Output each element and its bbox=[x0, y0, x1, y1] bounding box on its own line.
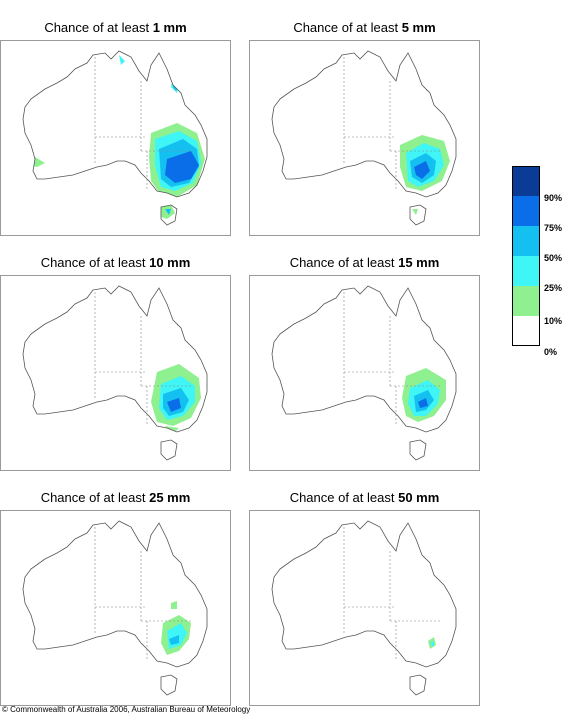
rain-probability-area bbox=[119, 55, 125, 65]
panel-title: Chance of at least 5 mm bbox=[293, 20, 436, 35]
legend-label-25: 25% bbox=[544, 283, 563, 293]
rainfall-areas bbox=[428, 637, 436, 649]
rain-probability-area bbox=[412, 209, 418, 215]
legend-swatch-25 bbox=[512, 256, 540, 286]
panel-25mm: Chance of at least 25 mm bbox=[0, 486, 231, 706]
australia-map bbox=[0, 40, 231, 236]
legend-swatch-0 bbox=[512, 316, 540, 346]
map-svg bbox=[271, 285, 457, 461]
legend-label-0: 0% bbox=[544, 347, 558, 357]
map-svg bbox=[22, 50, 208, 226]
panel-10mm: Chance of at least 10 mm bbox=[0, 251, 231, 471]
legend-swatch-75 bbox=[512, 196, 540, 226]
rain-probability-area bbox=[165, 151, 199, 183]
tasmania-coastline bbox=[409, 674, 427, 696]
tasmania-coastline bbox=[409, 439, 427, 461]
rainfall-areas bbox=[161, 601, 191, 655]
legend-swatch-10 bbox=[512, 286, 540, 316]
legend-label-90: 90% bbox=[544, 193, 563, 203]
panel-title: Chance of at least 1 mm bbox=[44, 20, 187, 35]
rain-probability-area bbox=[430, 641, 434, 647]
rain-probability-area bbox=[418, 398, 428, 408]
legend-label-75: 75% bbox=[544, 223, 563, 233]
panel-title: Chance of at least 50 mm bbox=[289, 490, 440, 505]
map-svg bbox=[22, 285, 208, 461]
coastline bbox=[271, 520, 457, 668]
australia-map bbox=[249, 510, 480, 706]
tasmania-coastline bbox=[160, 439, 178, 461]
australia-map bbox=[0, 275, 231, 471]
rainfall-areas bbox=[151, 316, 201, 434]
map-svg bbox=[271, 50, 457, 226]
panel-5mm: Chance of at least 5 mm bbox=[249, 16, 480, 236]
rain-probability-area bbox=[169, 635, 179, 645]
probability-legend: 90% 75% 50% 25% 10% 0% bbox=[512, 166, 570, 357]
panel-title: Chance of at least 25 mm bbox=[40, 490, 191, 505]
rain-probability-area bbox=[276, 159, 282, 165]
coastline bbox=[271, 285, 457, 433]
legend-label-10: 10% bbox=[544, 316, 563, 326]
legend-label-50: 50% bbox=[544, 253, 563, 263]
legend-swatch-90 bbox=[512, 166, 540, 196]
rainfall-areas bbox=[402, 318, 446, 422]
panel-title: Chance of at least 15 mm bbox=[289, 255, 440, 270]
rain-probability-area bbox=[171, 601, 177, 609]
panel-1mm: Chance of at least 1 mm bbox=[0, 16, 231, 236]
coastline bbox=[271, 50, 457, 198]
tasmania-coastline bbox=[409, 204, 427, 226]
map-svg bbox=[22, 520, 208, 696]
rainfall-areas bbox=[25, 55, 205, 219]
tasmania-coastline bbox=[160, 204, 178, 226]
rain-probability-area bbox=[167, 398, 181, 412]
australia-map bbox=[249, 275, 480, 471]
rain-probability-area bbox=[171, 77, 179, 93]
panel-50mm: Chance of at least 50 mm bbox=[249, 486, 480, 706]
tasmania-coastline bbox=[160, 674, 178, 696]
legend-swatch-50 bbox=[512, 226, 540, 256]
rain-probability-area bbox=[414, 161, 430, 179]
copyright-notice: © Commonwealth of Australia 2006, Austra… bbox=[2, 705, 251, 714]
rain-probability-area bbox=[165, 209, 171, 215]
australia-map bbox=[0, 510, 231, 706]
australia-map bbox=[249, 40, 480, 236]
coastline bbox=[22, 520, 208, 668]
panel-15mm: Chance of at least 15 mm bbox=[249, 251, 480, 471]
coastline bbox=[22, 50, 208, 198]
coastline bbox=[22, 285, 208, 433]
map-svg bbox=[271, 520, 457, 696]
rainfall-areas bbox=[276, 81, 450, 215]
panel-title: Chance of at least 10 mm bbox=[40, 255, 191, 270]
